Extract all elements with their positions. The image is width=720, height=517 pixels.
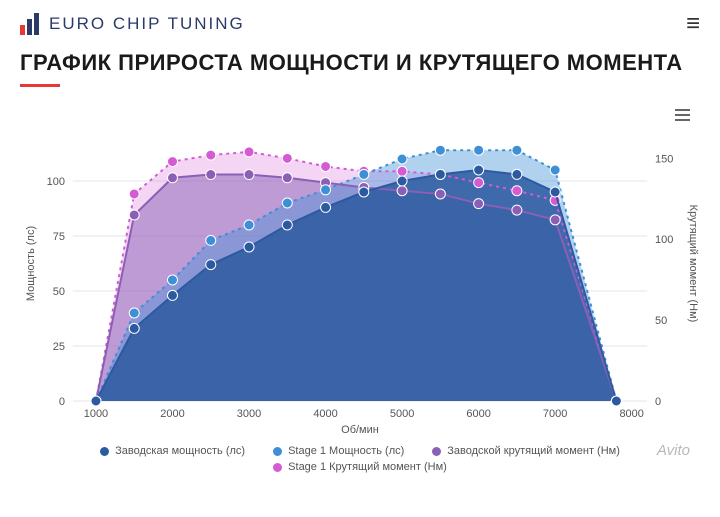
svg-text:8000: 8000 <box>619 408 643 420</box>
legend-dot-icon <box>273 447 282 456</box>
svg-text:100: 100 <box>655 234 673 246</box>
brand-text: EURO CHIP TUNING <box>49 14 245 34</box>
header: EURO CHIP TUNING ≡ <box>0 0 720 50</box>
legend-item-torque_stage1[interactable]: Stage 1 Крутящий момент (Нм) <box>273 461 447 473</box>
svg-text:Крутящий момент (Нм): Крутящий момент (Нм) <box>687 205 699 323</box>
svg-text:150: 150 <box>655 153 673 165</box>
svg-text:100: 100 <box>47 176 65 188</box>
svg-text:2000: 2000 <box>160 408 184 420</box>
svg-text:1000: 1000 <box>84 408 108 420</box>
legend-dot-icon <box>100 447 109 456</box>
chart-container: 10002000300040005000600070008000Об/мин02… <box>0 91 720 503</box>
watermark: Avito <box>657 442 690 459</box>
legend-label: Stage 1 Мощность (лс) <box>288 445 404 457</box>
legend-item-power_stock[interactable]: Заводская мощность (лс) <box>100 445 245 457</box>
svg-text:50: 50 <box>655 315 667 327</box>
legend-item-power_stage1[interactable]: Stage 1 Мощность (лс) <box>273 445 404 457</box>
legend-label: Заводская мощность (лс) <box>115 445 245 457</box>
legend-label: Заводской крутящий момент (Нм) <box>447 445 620 457</box>
svg-text:5000: 5000 <box>390 408 414 420</box>
svg-text:7000: 7000 <box>543 408 567 420</box>
svg-text:75: 75 <box>53 231 65 243</box>
logo-bars-icon <box>20 13 39 35</box>
svg-text:Мощность (лс): Мощность (лс) <box>25 226 37 301</box>
chart: 10002000300040005000600070008000Об/мин02… <box>18 111 702 441</box>
svg-text:Об/мин: Об/мин <box>341 424 379 436</box>
svg-text:0: 0 <box>59 396 65 408</box>
svg-text:50: 50 <box>53 286 65 298</box>
svg-text:25: 25 <box>53 341 65 353</box>
svg-text:3000: 3000 <box>237 408 261 420</box>
page-title: ГРАФИК ПРИРОСТА МОЩНОСТИ И КРУТЯЩЕГО МОМ… <box>20 50 700 76</box>
svg-text:0: 0 <box>655 396 661 408</box>
legend-dot-icon <box>432 447 441 456</box>
title-underline <box>20 84 60 87</box>
logo[interactable]: EURO CHIP TUNING <box>20 13 245 35</box>
hamburger-icon[interactable]: ≡ <box>686 10 700 38</box>
svg-text:4000: 4000 <box>313 408 337 420</box>
title-section: ГРАФИК ПРИРОСТА МОЩНОСТИ И КРУТЯЩЕГО МОМ… <box>0 50 720 91</box>
chart-svg: 10002000300040005000600070008000Об/мин02… <box>18 111 702 441</box>
legend-dot-icon <box>273 463 282 472</box>
legend: Заводская мощность (лс) Stage 1 Мощность … <box>18 441 702 473</box>
legend-label: Stage 1 Крутящий момент (Нм) <box>288 461 447 473</box>
svg-text:6000: 6000 <box>466 408 490 420</box>
legend-item-torque_stock[interactable]: Заводской крутящий момент (Нм) <box>432 445 620 457</box>
